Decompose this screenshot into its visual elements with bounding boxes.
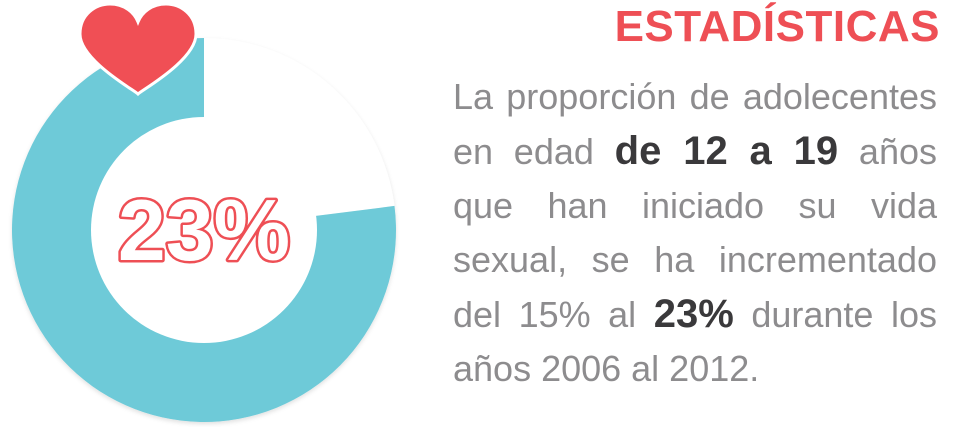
age-range-highlight: de 12 a 19 [614, 129, 839, 173]
donut-hole [91, 117, 317, 343]
description-part-3: durante los años 2006 al 2012. [453, 294, 937, 389]
percentage-highlight: 23% [653, 292, 734, 336]
heading: ESTADÍSTICAS [614, 2, 940, 51]
description: La proporción de adolecentes en edad de … [453, 70, 937, 396]
description-part-2: años que han iniciado su vida sexual, se… [453, 131, 937, 335]
description-part-1: La proporción de adolecentes en edad [453, 76, 937, 172]
heart-icon [78, 2, 198, 97]
donut-chart: 23% [11, 2, 396, 423]
center-percentage: 23% [118, 183, 290, 279]
